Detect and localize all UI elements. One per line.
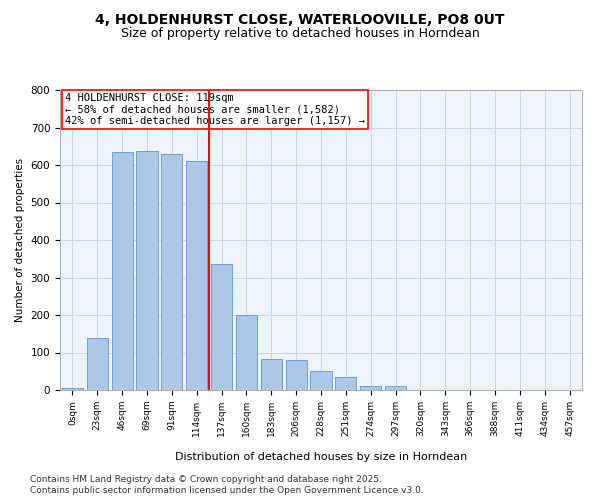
Text: Size of property relative to detached houses in Horndean: Size of property relative to detached ho… (121, 28, 479, 40)
Y-axis label: Number of detached properties: Number of detached properties (15, 158, 25, 322)
Text: 4, HOLDENHURST CLOSE, WATERLOOVILLE, PO8 0UT: 4, HOLDENHURST CLOSE, WATERLOOVILLE, PO8… (95, 12, 505, 26)
Text: Distribution of detached houses by size in Horndean: Distribution of detached houses by size … (175, 452, 467, 462)
Bar (360, 386, 381, 390)
Bar (261, 359, 282, 390)
Bar (286, 360, 307, 390)
Bar (236, 315, 257, 390)
Bar (87, 338, 108, 390)
Bar (211, 264, 232, 390)
Bar (186, 160, 207, 390)
Bar (385, 386, 406, 390)
Text: 4 HOLDENHURST CLOSE: 119sqm
← 58% of detached houses are smaller (1,582)
42% of : 4 HOLDENHURST CLOSE: 119sqm ← 58% of det… (65, 93, 365, 126)
Text: Contains HM Land Registry data © Crown copyright and database right 2025.: Contains HM Land Registry data © Crown c… (30, 475, 382, 484)
Text: Contains public sector information licensed under the Open Government Licence v3: Contains public sector information licen… (30, 486, 424, 495)
Bar (161, 154, 182, 390)
Bar (335, 377, 356, 390)
Bar (136, 151, 158, 390)
Bar (62, 388, 83, 390)
Bar (112, 152, 133, 390)
Bar (310, 371, 332, 390)
